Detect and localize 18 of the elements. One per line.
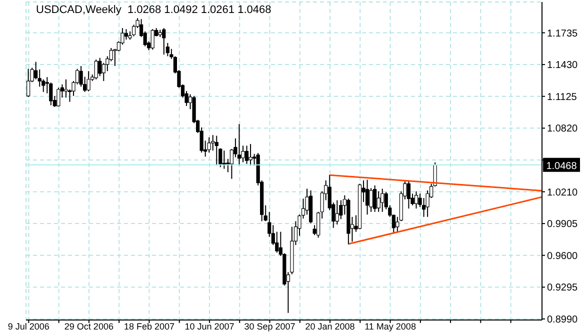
chart-title: USDCAD,Weekly 1.0268 1.0492 1.0261 1.0468 [36,4,272,16]
y-tick-label: 0.9905 [547,219,578,230]
x-tick-label: 29 Oct 2006 [64,321,114,332]
y-tick-label: 1.1735 [547,28,578,40]
y-tick-label: 1.0210 [547,187,578,198]
x-tick-label: 20 Jan 2008 [305,321,355,332]
y-tick-label: 0.9295 [547,282,578,294]
ref-line-label: 1.0468 [546,160,578,172]
x-tick-label: 11 May 2008 [364,321,416,332]
x-tick-label: 9 Jul 2006 [8,321,50,332]
y-tick-label: 1.1125 [547,92,578,103]
x-tick-label: 30 Sep 2007 [244,321,296,332]
y-tick-label: 0.9600 [547,250,578,262]
y-tick-label: 0.8990 [547,314,578,326]
y-tick-label: 1.0820 [547,124,578,135]
x-tick-label: 18 Feb 2007 [124,321,174,332]
x-tick-label: 10 Jun 2007 [184,321,234,332]
y-tick-label: 1.1430 [547,60,578,72]
